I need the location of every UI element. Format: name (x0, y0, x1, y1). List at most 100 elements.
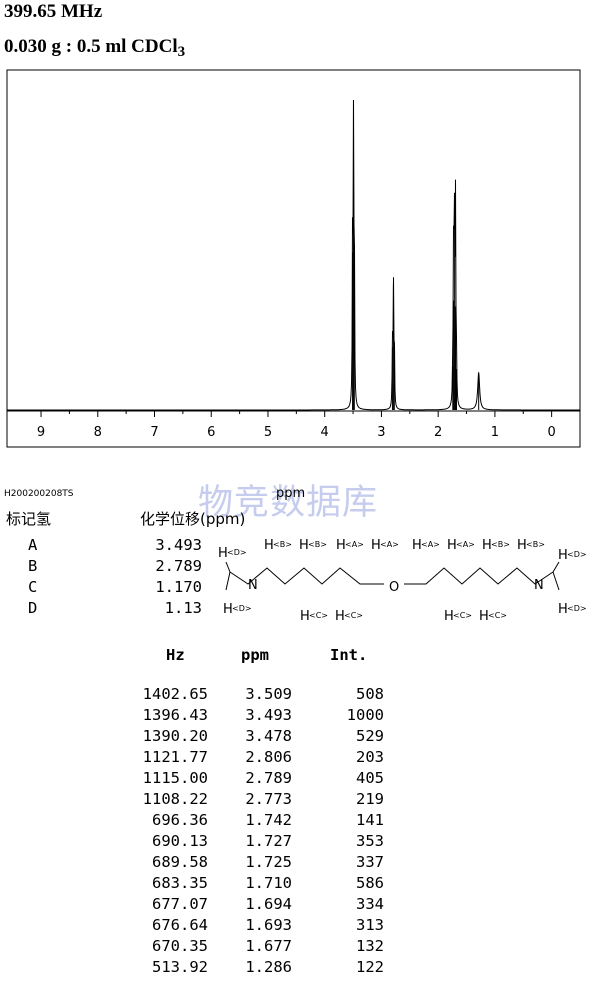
peak-hz: 1121.77 (142, 748, 208, 766)
assignment-row: B 2.789 (0, 557, 210, 577)
peak-intensity: 313 (356, 916, 384, 934)
assignment-row: A 3.493 (0, 536, 210, 556)
label-d: <D> (227, 548, 247, 557)
x-tick-label: 7 (150, 425, 158, 440)
label-d: <D> (232, 604, 252, 613)
x-tick-label: 6 (207, 425, 215, 440)
peak-ppm: 1.694 (245, 895, 292, 913)
peak-hz: 1115.00 (142, 769, 208, 787)
atom-h: H (218, 546, 228, 561)
x-tick-label: 4 (321, 425, 329, 440)
peak-table-header-int: Int. (330, 646, 368, 664)
label-b: <B> (273, 540, 292, 549)
peak-table-row: 696.36 1.742 141 (130, 811, 400, 832)
peak-table-row: 690.13 1.727 353 (130, 832, 400, 853)
peak-table-header-hz: Hz (166, 646, 185, 664)
peak-table-row: 689.58 1.725 337 (130, 853, 400, 874)
peak-hz: 1396.43 (142, 706, 208, 724)
peak-table-row: 1115.00 2.789 405 (130, 769, 400, 790)
atom-h: H (482, 538, 492, 553)
spectrum-code: H200200208TS (4, 489, 74, 499)
peak-intensity: 203 (356, 748, 384, 766)
assignment-shift: 1.13 (164, 599, 202, 617)
assignment-row: D 1.13 (0, 599, 210, 619)
peak-hz: 513.92 (152, 958, 208, 976)
peak-table-row: 513.92 1.286 122 (130, 958, 400, 979)
x-tick-label: 1 (491, 425, 499, 440)
spectrometer-frequency: 399.65 MHz (4, 1, 103, 22)
peak-table-row: 683.35 1.710 586 (130, 874, 400, 895)
peak-hz: 676.64 (152, 916, 208, 934)
peak-ppm: 1.727 (245, 832, 292, 850)
peak-intensity: 529 (356, 727, 384, 745)
label-b: <B> (308, 540, 327, 549)
peak-ppm: 2.773 (245, 790, 292, 808)
x-axis-label: ppm (276, 486, 306, 501)
sample-main: 0.030 g : 0.5 ml CDCl (4, 36, 178, 57)
label-b: <B> (491, 540, 510, 549)
peak-hz: 690.13 (152, 832, 208, 850)
peak-ppm: 1.725 (245, 853, 292, 871)
peak-hz: 677.07 (152, 895, 208, 913)
atom-h: H (371, 538, 381, 553)
x-tick-label: 8 (94, 425, 102, 440)
x-axis-tick-labels: 9 8 7 6 5 4 3 2 1 0 (37, 425, 556, 440)
label-b: <B> (526, 540, 545, 549)
peak-table: Hz ppm Int. 1402.65 3.509 508 1396.43 3.493 1… (130, 646, 410, 982)
peak-intensity: 122 (356, 958, 384, 976)
peak-intensity: 219 (356, 790, 384, 808)
peak-table-row: 1108.22 2.773 219 (130, 790, 400, 811)
peak-table-row: 676.64 1.693 313 (130, 916, 400, 937)
atom-h: H (444, 609, 454, 624)
peak-hz: 683.35 (152, 874, 208, 892)
plot-frame (6, 69, 581, 448)
x-tick-label: 9 (37, 425, 45, 440)
peak-intensity: 508 (356, 685, 384, 703)
peak-intensity: 1000 (346, 706, 384, 724)
atom-h: H (412, 538, 422, 553)
assignment-row: C 1.170 (0, 578, 210, 598)
atom-o: O (389, 580, 399, 595)
assignment-label: C (28, 578, 38, 596)
peak-intensity: 141 (356, 811, 384, 829)
peak-ppm: 1.286 (245, 958, 292, 976)
sample-subscript: 3 (177, 44, 186, 60)
peak-hz: 1390.20 (142, 727, 208, 745)
assignment-shift: 1.170 (155, 578, 202, 596)
label-c: <C> (488, 611, 507, 620)
peak-ppm: 3.493 (245, 706, 292, 724)
peak-table-row: 1396.43 3.493 1000 (130, 706, 400, 727)
assignment-label: A (28, 536, 38, 554)
peak-table-row: 677.07 1.694 334 (130, 895, 400, 916)
peak-hz: 696.36 (152, 811, 208, 829)
label-c: <C> (344, 611, 363, 620)
peak-ppm: 1.677 (245, 937, 292, 955)
peak-ppm: 1.742 (245, 811, 292, 829)
peak-intensity: 586 (356, 874, 384, 892)
label-a: <A> (421, 540, 440, 549)
peak-table-row: 670.35 1.677 132 (130, 937, 400, 958)
atom-h: H (558, 602, 568, 617)
atom-h: H (447, 538, 457, 553)
x-tick-label: 5 (264, 425, 272, 440)
atom-h: H (517, 538, 527, 553)
label-c: <C> (309, 611, 328, 620)
peak-table-header-ppm: ppm (241, 646, 269, 664)
assignment-shift: 2.789 (155, 557, 202, 575)
peak-table-row: 1402.65 3.509 508 (130, 685, 400, 706)
assignment-label: D (28, 599, 38, 617)
x-tick-label: 3 (377, 425, 385, 440)
atom-n: N (534, 578, 544, 593)
peak-ppm: 2.806 (245, 748, 292, 766)
label-a: <A> (380, 540, 399, 549)
peak-marks (352, 100, 480, 410)
atom-h: H (558, 548, 568, 563)
assignment-shift-header: 化学位移(ppm) (140, 510, 246, 528)
peak-table-row: 1121.77 2.806 203 (130, 748, 400, 769)
watermark: 物竞数据库 (198, 483, 379, 523)
nmr-spectrum-chart: 9 8 7 6 5 4 3 2 1 0 (6, 69, 581, 448)
label-d: <D> (567, 550, 587, 559)
atom-h: H (264, 538, 274, 553)
assignment-shift: 3.493 (155, 536, 202, 554)
peak-intensity: 334 (356, 895, 384, 913)
